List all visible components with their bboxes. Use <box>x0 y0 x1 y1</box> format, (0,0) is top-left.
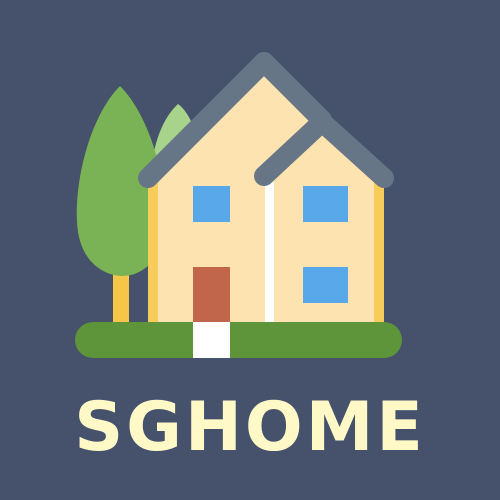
roof-left <box>138 52 332 188</box>
tree-crown <box>76 86 166 276</box>
window <box>303 267 348 303</box>
brand-name: SGHOME <box>74 388 426 467</box>
window <box>193 186 230 222</box>
walkway <box>193 322 230 358</box>
wall-trim-left <box>148 182 158 325</box>
roof-right <box>254 112 394 188</box>
tree-icon <box>76 86 166 328</box>
lawn <box>75 322 402 358</box>
house-wall-right <box>262 126 384 325</box>
door <box>193 267 230 325</box>
window <box>303 186 348 222</box>
house-icon <box>138 52 394 325</box>
wall-trim-right <box>374 182 384 325</box>
wall-divider <box>265 182 274 325</box>
